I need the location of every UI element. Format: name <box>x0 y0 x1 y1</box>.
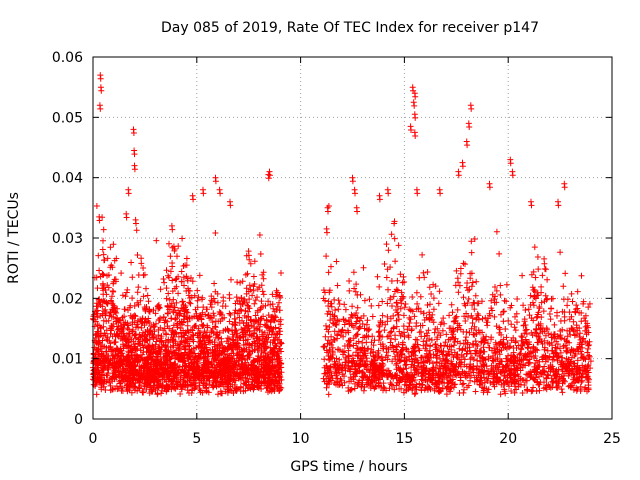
y-tick-label: 0.06 <box>52 50 83 66</box>
y-tick-label: 0.04 <box>52 171 83 187</box>
y-axis-label: ROTI / TECUs <box>6 192 22 284</box>
y-tick-label: 0.03 <box>52 231 83 247</box>
data-points <box>90 72 594 398</box>
y-tick-label: 0 <box>74 412 83 428</box>
x-tick-label: 20 <box>499 431 517 447</box>
x-tick-label: 10 <box>292 431 310 447</box>
x-axis-label: GPS time / hours <box>290 459 407 475</box>
roti-point-markers <box>90 72 594 398</box>
y-tick-label: 0.05 <box>52 110 83 126</box>
axis-ticks: 0 5 10 15 20 25 0 0.01 0.02 0.03 0.04 0.05 0.06 <box>52 50 621 447</box>
x-tick-label: 0 <box>89 431 98 447</box>
y-tick-label: 0.02 <box>52 291 83 307</box>
x-tick-label: 5 <box>192 431 201 447</box>
x-tick-label: 15 <box>395 431 413 447</box>
y-tick-label: 0.01 <box>52 352 83 368</box>
x-tick-label: 25 <box>603 431 621 447</box>
grid-lines <box>93 57 612 419</box>
chart-title: Day 085 of 2019, Rate Of TEC Index for r… <box>161 20 539 36</box>
